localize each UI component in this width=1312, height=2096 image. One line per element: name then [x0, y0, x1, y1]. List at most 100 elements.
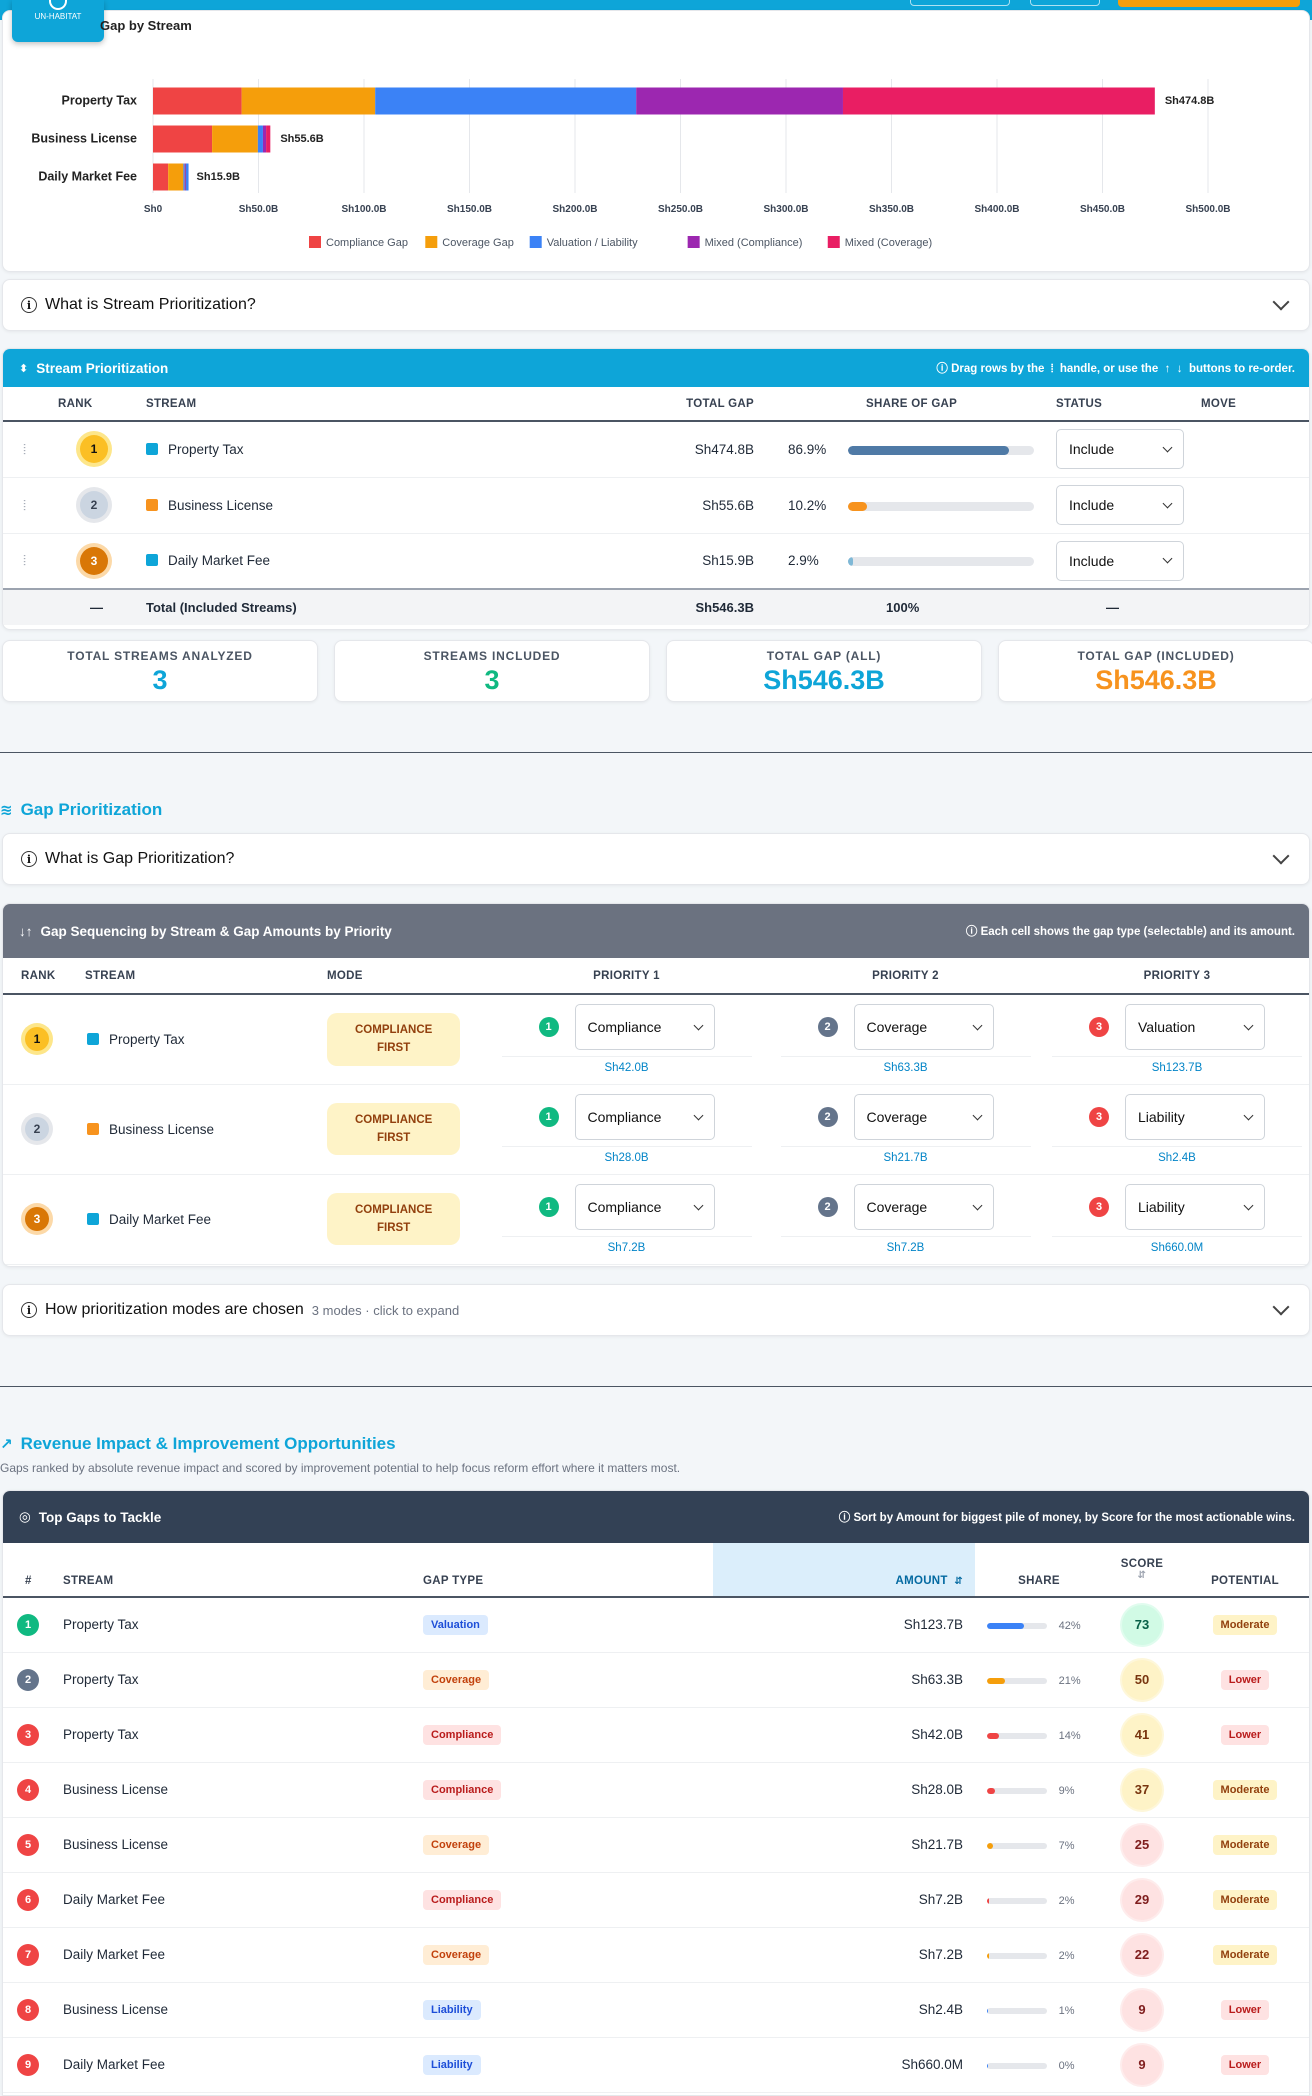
chevron-down-icon [1243, 1020, 1254, 1031]
gap-amount: Sh7.2B [918, 1892, 963, 1907]
chevron-down-icon [972, 1200, 982, 1210]
sort-down-icon: ↓↑ [19, 923, 33, 939]
hint-text: Each cell shows the gap type (selectable… [980, 926, 1295, 938]
stream-color-swatch [146, 554, 158, 567]
x-tick-label: Sh450.0B [1080, 204, 1125, 215]
info-icon: ⓘ [838, 1512, 851, 1524]
stream-prioritization-accordion[interactable]: i What is Stream Prioritization? [2, 279, 1310, 331]
stream-color-swatch [146, 442, 158, 455]
score-badge: 9 [1122, 1989, 1162, 2030]
priority-cell: 2 Coverage Sh7.2B [766, 1184, 1045, 1254]
col-stream: STREAM [63, 1574, 114, 1587]
chevron-down-icon [1162, 498, 1173, 508]
gap-type-value: Coverage [866, 1019, 928, 1036]
gap-type-select[interactable]: Compliance [574, 1004, 715, 1051]
gap-type-badge: Compliance [423, 1724, 502, 1745]
modes-accordion[interactable]: i How prioritization modes are chosen 3 … [2, 1284, 1310, 1336]
gap-prioritization-accordion[interactable]: i What is Gap Prioritization? [2, 833, 1310, 885]
share-percent: 2% [1058, 1950, 1075, 1962]
status-select[interactable]: Include [1056, 485, 1184, 525]
priority-cell: 2 Coverage Sh63.3B [766, 1004, 1045, 1074]
rank-badge: 1 [25, 1027, 49, 1052]
gap-type-select[interactable]: Valuation [1125, 1004, 1265, 1051]
stream-total: Sh55.6B [702, 497, 754, 513]
section-title-text: Revenue Impact & Improvement Opportuniti… [20, 1434, 396, 1453]
row-number-badge: 9 [17, 2053, 39, 2076]
top-gaps-table: # STREAM GAP TYPE AMOUNT ⇵ SHARE SCORE ⇵… [3, 1543, 1309, 2093]
arrow-down-icon: ↓ [1176, 363, 1186, 375]
total-row: — Total (Included Streams) Sh546.3B 100%… [3, 589, 1309, 625]
target-icon: ◎ [19, 1509, 31, 1524]
bar-total-label: Sh15.9B [197, 171, 240, 183]
col-num: # [25, 1574, 32, 1587]
header-button-2[interactable] [1030, 0, 1100, 6]
stream-row[interactable]: ⦙ 2 Business License Sh55.6B 10.2% Inclu… [3, 477, 1309, 533]
status-value: Include [1069, 497, 1115, 513]
gap-stream: Business License [63, 1782, 169, 1797]
gap-type-select[interactable]: Liability [1125, 1184, 1265, 1230]
priority-number-badge: 2 [817, 1107, 838, 1127]
col-amount[interactable]: AMOUNT ⇵ [713, 1543, 975, 1597]
col-priority-3: PRIORITY 3 [1143, 969, 1211, 982]
gap-type-select[interactable]: Coverage [853, 1094, 994, 1140]
stat-value: Sh546.3B [763, 665, 885, 695]
x-tick-label: Sh150.0B [447, 204, 492, 215]
category-label: Daily Market Fee [38, 169, 137, 183]
panel-title: Top Gaps to Tackle [38, 1509, 162, 1525]
chevron-down-icon [1243, 1200, 1254, 1210]
stream-row[interactable]: ⦙ 1 Property Tax Sh474.8B 86.9% Include [3, 421, 1309, 477]
stat-streams-included: STREAMS INCLUDED 3 [334, 640, 650, 702]
drag-handle-icon[interactable]: ⦙ [23, 440, 27, 457]
drag-handle-icon[interactable]: ⦙ [23, 552, 27, 569]
drag-handle-icon[interactable]: ⦙ [23, 496, 27, 513]
stream-row[interactable]: ⦙ 3 Daily Market Fee Sh15.9B 2.9% Includ… [3, 533, 1309, 589]
revenue-section-title: ↗ Revenue Impact & Improvement Opportuni… [0, 1434, 396, 1454]
panel-title: Stream Prioritization [36, 360, 169, 376]
priority-number-badge: 3 [1089, 1017, 1109, 1038]
stream-name: Daily Market Fee [109, 1211, 212, 1227]
info-icon: i [21, 851, 37, 867]
priority-cell: 3 Valuation Sh123.7B [1045, 1004, 1309, 1074]
share-bar [987, 1952, 1047, 1959]
gap-type-value: Compliance [587, 1109, 662, 1125]
priority-amount: Sh2.4B [1052, 1146, 1302, 1164]
share-percent: 42% [1058, 1620, 1081, 1633]
gap-type-select[interactable]: Coverage [853, 1004, 994, 1051]
mode-text: FIRST [377, 1042, 411, 1055]
row-number-badge: 2 [17, 1668, 39, 1691]
legend-swatch [425, 236, 438, 248]
share-bar-fill [987, 1622, 1024, 1629]
col-score[interactable]: SCORE ⇵ [1103, 1543, 1181, 1597]
share-bar-fill [987, 1952, 989, 1959]
gap-type-select[interactable]: Liability [1125, 1094, 1265, 1140]
bar-segment [257, 125, 263, 153]
score-badge: 22 [1122, 1934, 1162, 1975]
col-total: TOTAL GAP [686, 397, 754, 410]
legend-swatch [827, 236, 840, 248]
x-tick-label: Sh100.0B [341, 204, 386, 215]
panel-header: ◎ Top Gaps to Tackle ⓘ Sort by Amount fo… [3, 1491, 1309, 1543]
chevron-down-icon [1243, 1110, 1254, 1120]
priority-amount: Sh660.0M [1052, 1236, 1302, 1254]
status-select[interactable]: Include [1056, 429, 1184, 470]
share-bar-fill [987, 2062, 989, 2069]
revenue-subtitle: Gaps ranked by absolute revenue impact a… [0, 1461, 681, 1475]
row-number-badge: 5 [17, 1833, 39, 1856]
gap-type-select[interactable]: Coverage [853, 1184, 994, 1230]
priority-number-badge: 2 [817, 1197, 838, 1217]
gap-type-select[interactable]: Compliance [574, 1184, 715, 1230]
gap-amount: Sh21.7B [911, 1837, 963, 1852]
header-primary-button[interactable] [1118, 0, 1300, 7]
gap-type-select[interactable]: Compliance [574, 1094, 715, 1140]
header-button[interactable] [910, 0, 1010, 6]
rank-badge: 1 [80, 435, 108, 464]
share-percent: 21% [1058, 1675, 1081, 1687]
chevron-down-icon [1162, 442, 1173, 453]
bar-segment [183, 163, 185, 191]
status-select[interactable]: Include [1056, 540, 1184, 581]
share-percent: 2% [1058, 1895, 1075, 1907]
bar-segment [636, 87, 843, 115]
sort-icon: ⬍ [19, 362, 29, 375]
gap-chart-card: Sh0 Sh50.0B Sh100.0B Sh150.0B Sh200.0B Sh250.… [2, 10, 1310, 272]
gap-amount: Sh42.0B [911, 1727, 963, 1742]
